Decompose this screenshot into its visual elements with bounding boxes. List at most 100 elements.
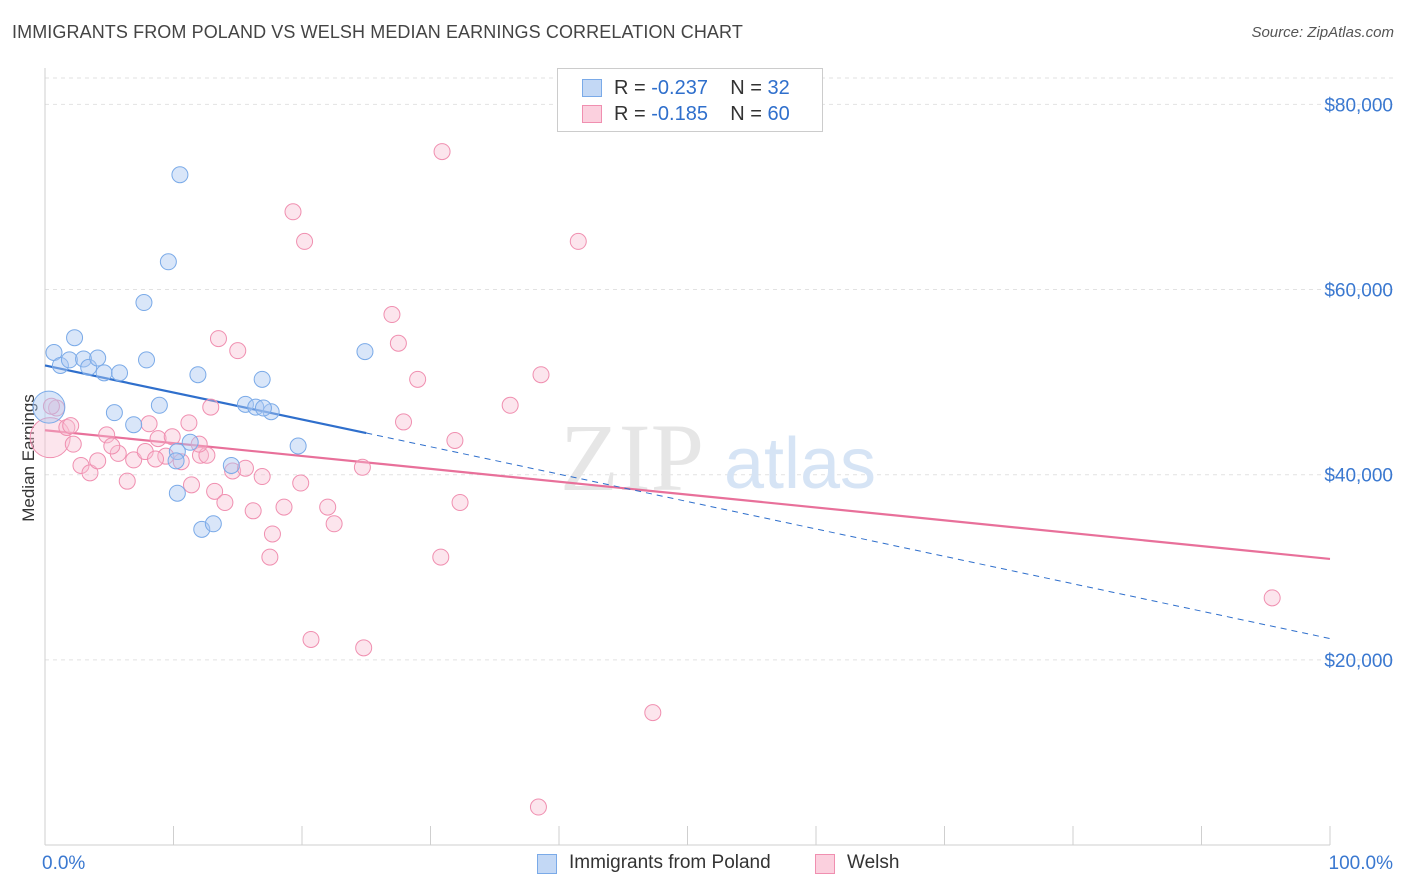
point-welsh	[296, 232, 314, 250]
point-poland	[105, 404, 123, 422]
point-poland	[80, 358, 98, 376]
point-welsh	[206, 482, 224, 500]
point-poland	[150, 396, 168, 414]
y-tick-label: $60,000	[1324, 281, 1393, 302]
x-tick-label: 0.0%	[42, 853, 85, 874]
point-welsh	[64, 435, 82, 453]
point-welsh	[29, 417, 71, 459]
point-welsh	[325, 515, 343, 533]
point-poland	[135, 294, 153, 312]
point-welsh	[389, 334, 407, 352]
point-welsh	[182, 476, 200, 494]
point-welsh	[383, 306, 401, 324]
y-tick-label: $40,000	[1324, 466, 1393, 487]
point-poland	[168, 484, 186, 502]
point-welsh	[98, 426, 116, 444]
point-welsh	[103, 437, 121, 455]
point-welsh	[432, 548, 450, 566]
point-poland	[236, 395, 254, 413]
point-welsh	[216, 493, 234, 511]
point-poland	[262, 403, 280, 421]
legend-n-value: 32	[767, 77, 790, 99]
point-poland	[66, 329, 84, 347]
point-poland	[159, 253, 177, 271]
point-welsh	[302, 630, 320, 648]
point-poland	[51, 356, 69, 374]
legend-r-value: -0.185	[651, 103, 708, 125]
point-welsh	[140, 415, 158, 433]
point-welsh	[569, 232, 587, 250]
point-poland	[253, 370, 271, 388]
watermark-atlas: atlas	[724, 424, 876, 504]
legend-box: R = -0.237 N = 32 R = -0.185 N = 60	[557, 68, 823, 132]
point-welsh	[409, 370, 427, 388]
bottom-legend-swatch-welsh	[815, 854, 835, 874]
legend-r-label: R =	[614, 103, 652, 125]
point-welsh	[433, 143, 451, 161]
x-tick-label: 100.0%	[1329, 853, 1394, 874]
point-poland	[356, 343, 374, 361]
point-welsh	[202, 398, 220, 416]
bottom-legend-swatch-poland	[537, 854, 557, 874]
legend-r-value: -0.237	[651, 77, 708, 99]
point-welsh	[118, 472, 136, 490]
point-welsh	[446, 431, 464, 449]
grid-lines	[45, 77, 1395, 661]
point-welsh	[353, 458, 371, 476]
point-poland	[204, 515, 222, 533]
point-poland	[181, 433, 199, 451]
point-poland	[89, 349, 107, 367]
bottom-legend-label-poland: Immigrants from Poland	[569, 852, 771, 873]
bottom-legend-label-welsh: Welsh	[847, 852, 900, 873]
trend-line-welsh	[44, 429, 1331, 561]
point-poland	[125, 416, 143, 434]
point-welsh	[180, 414, 198, 432]
legend-row-poland: R = -0.237 N = 32	[582, 77, 790, 101]
legend-r-label: R =	[614, 77, 652, 99]
point-poland	[254, 399, 272, 417]
point-welsh	[275, 498, 293, 516]
tick-labels: $20,000 $40,000 $60,000 $80,000 0.0% 100.0%	[42, 95, 1393, 874]
point-welsh	[209, 330, 227, 348]
point-welsh	[81, 464, 99, 482]
point-welsh	[395, 413, 413, 431]
point-welsh	[253, 468, 271, 486]
legend-n-label: N =	[730, 77, 768, 99]
point-welsh	[125, 451, 143, 469]
point-welsh	[644, 704, 662, 722]
point-welsh	[319, 498, 337, 516]
legend-n-label: N =	[730, 103, 768, 125]
point-poland	[95, 364, 113, 382]
trend-lines	[44, 364, 1331, 640]
point-welsh	[172, 453, 190, 471]
point-welsh	[244, 502, 262, 520]
axes	[44, 68, 1331, 846]
legend-row-welsh: R = -0.185 N = 60	[582, 103, 790, 127]
point-welsh	[451, 493, 469, 511]
point-poland	[289, 437, 307, 455]
point-welsh	[147, 450, 165, 468]
point-poland	[222, 456, 240, 474]
point-poland	[171, 166, 189, 184]
y-tick-label: $80,000	[1324, 95, 1393, 116]
trend-line-poland	[44, 364, 367, 435]
point-welsh	[236, 459, 254, 477]
chart-title: IMMIGRANTS FROM POLAND VS WELSH MEDIAN E…	[12, 22, 743, 42]
watermark: ZIP atlas	[560, 404, 876, 511]
point-poland	[111, 364, 129, 382]
point-welsh	[62, 417, 80, 435]
legend-swatch-welsh	[582, 105, 602, 123]
point-poland	[168, 443, 186, 461]
point-poland	[32, 390, 66, 424]
point-welsh	[292, 474, 310, 492]
point-welsh	[501, 396, 519, 414]
point-welsh	[149, 430, 167, 448]
point-poland	[60, 351, 78, 369]
point-welsh	[72, 456, 90, 474]
point-poland	[189, 366, 207, 384]
point-poland	[167, 452, 185, 470]
legend-swatch-poland	[582, 79, 602, 97]
point-welsh	[42, 397, 60, 415]
point-welsh	[1263, 589, 1281, 607]
